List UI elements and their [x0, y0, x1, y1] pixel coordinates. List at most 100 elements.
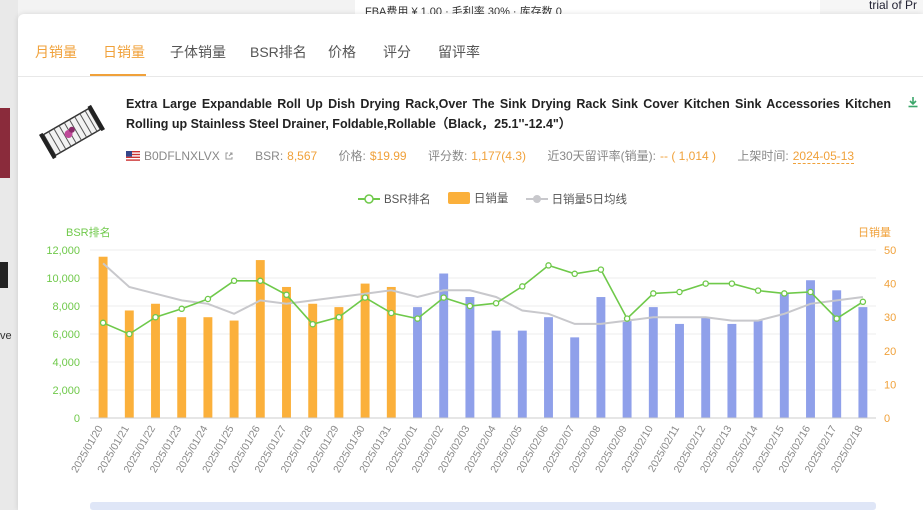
external-link-icon[interactable] — [224, 151, 234, 161]
background-text: ve — [0, 330, 12, 342]
bsr-rank-point — [361, 294, 369, 301]
legend-item-bsr[interactable]: BSR排名 — [358, 191, 431, 207]
daily-sales-bar — [858, 307, 868, 418]
daily-sales-bar — [701, 317, 711, 418]
bsr-rank-point — [152, 313, 159, 321]
bsr-rank-line — [102, 264, 864, 335]
legend-label-moving-average: 日销量5日均线 — [551, 194, 627, 206]
daily-sales-bar — [203, 317, 213, 418]
right-axis-title: 日销量 — [858, 227, 891, 239]
bsr-rank-point — [126, 330, 133, 338]
background-page-right: trial of Pr — [820, 0, 923, 14]
bsr-rank-point — [781, 290, 788, 297]
tab-daily-sales[interactable]: 日销量 — [103, 44, 145, 60]
background-page-left: ve — [0, 0, 18, 510]
left-axis-tick-label: 8,000 — [52, 301, 80, 313]
daily-sales-bar — [570, 337, 580, 418]
legend-label-bsr: BSR排名 — [384, 194, 431, 206]
bsr-rank-point — [492, 299, 500, 307]
daily-sales-bar — [517, 330, 527, 418]
review-rate-value: -- ( 1,014 ) — [660, 149, 717, 163]
product-thumbnail[interactable] — [38, 96, 106, 168]
bsr-rank-point — [466, 302, 474, 310]
tab-monthly-sales[interactable]: 月销量 — [35, 44, 77, 60]
left-axis-tick-label: 2,000 — [52, 385, 80, 397]
bsr-rank-point — [335, 313, 343, 321]
right-axis-tick-label: 20 — [884, 346, 896, 358]
launch-date-label: 上架时间: — [737, 149, 789, 163]
daily-sales-bar — [413, 307, 422, 418]
right-axis-tick-label: 0 — [884, 413, 890, 425]
left-axis-title: BSR排名 — [66, 227, 111, 239]
daily-sales-bar — [229, 320, 239, 418]
legend-item-daily-sales[interactable]: 日销量 — [447, 190, 509, 206]
bsr-rank-point — [571, 270, 578, 278]
left-axis-tick-label: 6,000 — [52, 329, 80, 341]
daily-sales-chart: 0 2,000 4,000 6,000 8,000 10,000 12,000 0 10 20 30… — [46, 245, 896, 475]
tab-price[interactable]: 价格 — [328, 44, 356, 60]
daily-sales-bar — [832, 290, 842, 418]
price-value: $19.99 — [369, 149, 407, 163]
tab-bar: 月销量 日销量 子体销量 BSR排名 价格 评分 留评率 — [18, 14, 923, 77]
daily-sales-bar — [177, 317, 187, 418]
daily-sales-bar — [727, 323, 737, 418]
background-image-fragment — [0, 108, 10, 178]
daily-sales-bar — [779, 293, 789, 418]
tab-rating[interactable]: 评分 — [383, 44, 411, 60]
legend-swatch-daily-sales — [447, 192, 470, 204]
bsr-rank-point — [99, 319, 107, 327]
daily-sales-bar — [334, 307, 344, 418]
bsr-rank-point — [545, 262, 552, 269]
daily-sales-bar — [255, 260, 265, 418]
daily-sales-bar — [596, 297, 606, 418]
product-title[interactable]: Extra Large Expandable Roll Up Dish Dryi… — [126, 97, 891, 131]
bsr-label: BSR: — [255, 149, 284, 163]
chart-zoom-slider[interactable] — [90, 502, 876, 510]
rating-value: 1,177(4.3) — [471, 149, 526, 163]
bsr-rank-point — [859, 298, 867, 306]
tab-bsr-rank[interactable]: BSR排名 — [250, 44, 307, 60]
daily-sales-bar — [360, 283, 370, 418]
bsr-rank-point — [440, 294, 447, 301]
launch-date-value: 2024-05-13 — [792, 149, 855, 164]
daily-sales-bar — [282, 286, 291, 418]
background-text: trial of Pr — [868, 0, 917, 12]
left-axis-tick-label: 10,000 — [46, 273, 80, 285]
legend-swatch-moving-average — [525, 195, 548, 203]
price-label: 价格: — [338, 149, 366, 163]
bsr-rank-point — [807, 288, 814, 296]
rating-label: 评分数: — [427, 149, 468, 163]
daily-sales-bar — [806, 280, 815, 418]
bsr-rank-point — [204, 295, 212, 303]
daily-sales-bar — [439, 273, 449, 418]
bsr-rank-point — [388, 309, 395, 317]
bsr-rank-point — [833, 315, 840, 322]
product-meta: B0DFLNXLVX BSR: 8,567 价格: $19.99 评分数: 1,177… — [126, 147, 858, 164]
daily-sales-bar — [675, 323, 684, 418]
daily-sales-bar — [308, 303, 318, 418]
bsr-rank-point — [283, 291, 290, 299]
bsr-rank-point — [519, 283, 526, 290]
left-axis-tick-label: 0 — [74, 413, 80, 425]
daily-sales-bar — [98, 256, 108, 418]
bsr-rank-point — [178, 305, 185, 313]
legend-label-daily-sales: 日销量 — [473, 193, 509, 205]
right-axis-tick-label: 50 — [884, 245, 896, 257]
daily-sales-bar — [544, 317, 553, 418]
download-icon[interactable] — [907, 96, 919, 108]
moving-average-line — [102, 262, 864, 325]
bsr-rank-point — [702, 280, 709, 287]
daily-sales-bar — [465, 297, 475, 418]
sales-chart-panel: 月销量 日销量 子体销量 BSR排名 价格 评分 留评率 Extra Large… — [18, 14, 923, 510]
legend-swatch-bsr — [358, 194, 380, 204]
bsr-rank-point — [414, 315, 421, 322]
right-axis-tick-label: 10 — [884, 379, 896, 391]
asin[interactable]: B0DFLNXLVX — [144, 149, 220, 163]
chart-legend: BSR排名 日销量 日销量5日均线 — [358, 190, 641, 207]
tab-variant-sales[interactable]: 子体销量 — [170, 44, 226, 60]
bsr-rank-point — [623, 315, 631, 322]
bsr-rank-point — [309, 320, 316, 328]
legend-item-moving-average[interactable]: 日销量5日均线 — [525, 191, 627, 207]
review-rate-label: 近30天留评率(销量): — [547, 149, 657, 163]
tab-review-rate[interactable]: 留评率 — [438, 44, 480, 60]
